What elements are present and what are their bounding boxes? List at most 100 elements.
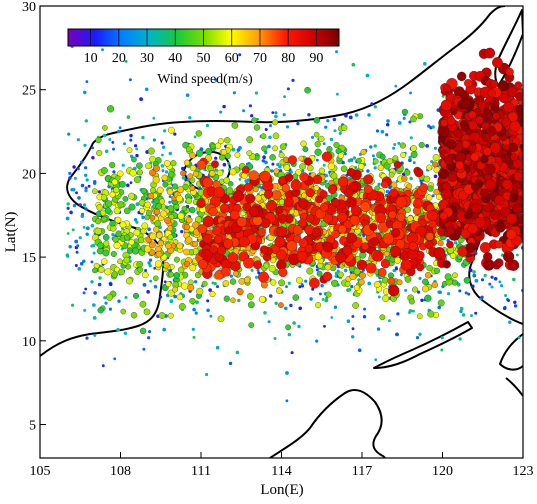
wind-speed-point <box>465 242 476 253</box>
wind-speed-point <box>71 303 75 307</box>
wind-speed-point <box>412 286 418 293</box>
wind-speed-point <box>66 232 70 235</box>
wind-speed-point <box>349 273 357 280</box>
wind-speed-point <box>292 225 303 235</box>
wind-speed-point <box>470 314 473 318</box>
wind-speed-point <box>173 132 177 136</box>
wind-speed-point <box>410 115 417 123</box>
wind-speed-point <box>408 241 418 251</box>
wind-speed-point <box>250 114 254 118</box>
wind-speed-point <box>134 144 138 148</box>
wind-speed-point <box>246 136 254 143</box>
wind-speed-point <box>104 207 112 214</box>
wind-speed-point <box>394 257 401 264</box>
wind-speed-point <box>390 181 398 188</box>
wind-speed-point <box>267 320 271 324</box>
wind-speed-point <box>418 332 422 336</box>
wind-speed-point <box>168 271 174 278</box>
wind-speed-point <box>257 228 266 237</box>
wind-speed-point <box>181 282 189 290</box>
wind-speed-point <box>198 259 208 270</box>
wind-speed-point <box>326 119 330 123</box>
wind-speed-point <box>248 206 259 217</box>
wind-speed-point <box>327 162 335 170</box>
wind-speed-point <box>119 221 127 229</box>
wind-speed-point <box>238 178 242 181</box>
wind-speed-point <box>481 132 491 143</box>
wind-speed-point <box>267 144 271 149</box>
wind-speed-point <box>97 307 104 314</box>
colorbar-tick-label: 50 <box>197 51 211 66</box>
wind-speed-point <box>141 135 145 140</box>
wind-speed-point <box>367 281 372 286</box>
wind-speed-point <box>510 153 518 162</box>
wind-speed-point <box>238 146 242 150</box>
wind-speed-point <box>501 117 511 127</box>
wind-speed-point <box>443 155 453 165</box>
wind-speed-point <box>238 53 242 57</box>
wind-speed-point <box>129 169 137 177</box>
wind-speed-point <box>219 203 230 213</box>
wind-speed-point <box>427 124 431 128</box>
wind-speed-point <box>503 251 515 263</box>
y-axis-title: Lat(N) <box>3 212 19 253</box>
wind-speed-point <box>135 202 140 207</box>
wind-speed-point <box>91 146 95 150</box>
wind-speed-point <box>404 275 412 283</box>
wind-speed-point <box>351 62 356 67</box>
wind-speed-point <box>195 130 202 137</box>
wind-speed-point <box>247 301 255 309</box>
wind-speed-point <box>124 59 128 63</box>
wind-speed-point <box>77 267 82 271</box>
wind-speed-point <box>264 128 268 131</box>
wind-speed-point <box>167 312 174 319</box>
wind-speed-point <box>357 348 362 353</box>
wind-speed-point <box>243 257 255 269</box>
wind-speed-point <box>480 188 489 198</box>
wind-speed-point <box>146 290 150 294</box>
wind-speed-point <box>245 193 256 204</box>
wind-speed-point <box>136 162 143 169</box>
wind-speed-point <box>212 226 222 236</box>
wind-speed-point <box>168 151 172 156</box>
wind-speed-point <box>274 301 278 305</box>
wind-speed-point <box>177 186 185 194</box>
wind-speed-point <box>126 183 130 188</box>
wind-speed-point <box>480 155 489 164</box>
wind-speed-point <box>163 261 170 269</box>
wind-speed-point <box>129 181 133 185</box>
wind-speed-point <box>102 133 107 138</box>
wind-speed-point <box>359 272 366 279</box>
wind-speed-point <box>102 125 108 131</box>
wind-speed-point <box>313 117 320 124</box>
wind-speed-point <box>281 183 291 193</box>
wind-speed-point <box>213 282 217 286</box>
wind-speed-point <box>114 216 122 224</box>
wind-speed-point <box>490 275 494 279</box>
wind-speed-point <box>402 116 406 120</box>
wind-speed-point <box>492 57 503 68</box>
wind-speed-point <box>205 372 209 377</box>
wind-speed-point <box>147 336 151 340</box>
wind-speed-point <box>144 201 151 208</box>
wind-speed-point <box>446 139 457 150</box>
wind-speed-point <box>80 160 84 164</box>
wind-speed-point <box>373 166 377 170</box>
wind-speed-point <box>472 273 477 278</box>
wind-speed-point <box>180 230 184 234</box>
wind-speed-point <box>463 210 473 220</box>
wind-speed-point <box>494 195 505 206</box>
wind-speed-point <box>406 183 413 190</box>
wind-speed-point <box>319 292 322 296</box>
wind-speed-point <box>95 218 102 225</box>
wind-speed-point <box>404 169 411 176</box>
taiwan-coastline <box>494 9 523 87</box>
wind-speed-point <box>388 210 397 219</box>
wind-speed-point <box>168 126 175 134</box>
wind-speed-point <box>180 170 187 177</box>
wind-speed-point <box>81 212 85 216</box>
wind-speed-point <box>506 213 518 225</box>
wind-speed-point <box>325 291 332 298</box>
wind-speed-point <box>299 163 306 170</box>
wind-speed-point <box>298 155 305 162</box>
